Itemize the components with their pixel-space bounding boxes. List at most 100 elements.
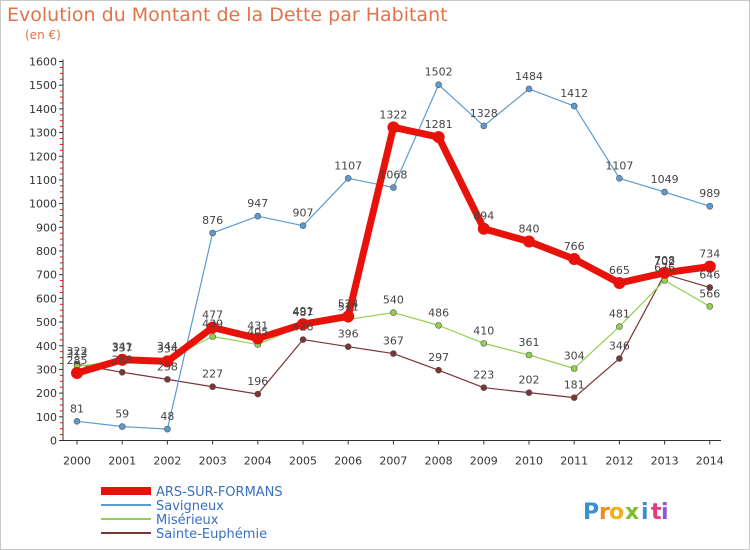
data-label: 840 [519,223,540,236]
data-label: 1412 [560,87,588,100]
data-label: 181 [564,379,585,392]
x-tick-label: 2014 [696,455,724,468]
data-label: 1502 [425,66,453,79]
x-tick-label: 2010 [515,455,543,468]
data-label: 876 [202,214,223,227]
data-label: 227 [202,368,223,381]
y-tick-label: 400 [36,340,57,353]
logo-letter: r [599,500,610,525]
data-point [525,85,533,93]
x-tick-label: 2012 [605,455,633,468]
data-point [344,343,352,350]
data-point [390,309,397,316]
logo-letter: P [583,500,599,525]
logo-letter: o [609,500,624,525]
data-label: 894 [473,210,494,223]
chart-subtitle: (en €) [25,28,61,42]
data-point [616,174,623,182]
data-label: 989 [699,187,720,200]
data-label: 511 [338,300,359,313]
data-point [435,81,442,89]
data-label: 708 [654,254,675,267]
data-label: 540 [383,294,404,307]
data-label: 258 [157,360,178,373]
chart-title: Evolution du Montant de la Dette par Hab… [7,4,448,26]
data-point [706,202,714,210]
y-tick-label: 300 [36,363,57,376]
data-point [435,366,442,374]
data-label: 396 [338,328,359,341]
x-tick-label: 2002 [153,455,181,468]
data-point [435,322,442,329]
data-label: 1281 [425,118,453,131]
x-tick-label: 2006 [334,455,362,468]
data-label: 426 [293,321,314,334]
data-point [568,253,581,266]
logo-letter: i [641,500,649,525]
data-label: 907 [293,207,314,220]
data-label: 322 [67,345,88,358]
data-point [616,323,623,330]
data-point [206,321,219,334]
data-point [390,184,397,191]
data-label: 313 [67,347,88,360]
data-label: 734 [699,248,720,261]
data-label: 491 [293,305,314,318]
data-point [525,351,533,359]
y-tick-label: 1100 [29,174,57,187]
data-point [164,425,171,433]
x-tick-label: 2001 [108,455,136,468]
data-label: 665 [609,264,630,277]
y-tick-label: 1500 [29,79,57,92]
data-label: 223 [473,369,494,382]
data-label: 431 [247,319,268,332]
y-tick-label: 1600 [29,56,57,69]
data-point [616,355,623,362]
data-point [209,229,216,237]
data-label: 487 [293,306,314,319]
x-tick-label: 2004 [244,455,272,468]
y-tick-label: 100 [36,411,57,424]
data-label: 676 [654,261,675,274]
data-label: 202 [519,374,540,387]
data-point [118,423,126,430]
data-label: 766 [564,240,585,253]
x-tick-label: 2011 [560,455,588,468]
data-point [116,353,129,366]
legend-label: ARS-SUR-FORMANS [156,485,283,500]
data-point [570,102,578,110]
y-tick-label: 1400 [29,103,57,116]
data-label: 566 [699,287,720,300]
data-label: 297 [428,351,449,364]
data-point [297,318,309,331]
data-label: 1068 [379,169,407,182]
data-label: 81 [70,402,84,415]
data-point [251,332,264,345]
data-label: 285 [67,354,88,367]
data-label: 59 [115,408,129,421]
legend-label: Savigneux [156,499,224,514]
x-tick-label: 2009 [470,455,498,468]
data-label: 477 [202,309,223,322]
y-tick-label: 1300 [29,127,57,140]
data-label: 1107 [605,159,633,172]
data-label: 646 [699,268,720,281]
data-point [480,340,488,347]
data-point [480,122,488,130]
data-label: 439 [202,318,223,331]
data-point [706,303,714,310]
data-label: 346 [609,340,630,353]
y-tick-label: 800 [36,245,57,258]
data-label: 337 [112,342,133,355]
legend-label: Misérieux [156,513,219,528]
data-label: 341 [112,341,133,354]
x-tick-label: 2005 [289,455,317,468]
y-tick-label: 900 [36,221,57,234]
data-label: 48 [160,410,174,423]
legend-label: Sainte-Euphémie [156,527,267,542]
data-label: 410 [473,324,494,337]
data-point [71,366,83,379]
data-point [570,365,578,372]
